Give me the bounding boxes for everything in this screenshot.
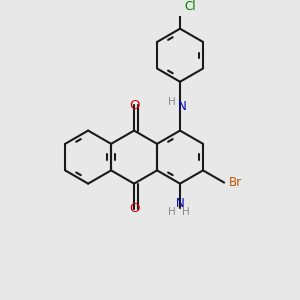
Text: O: O: [129, 202, 139, 215]
Text: Cl: Cl: [184, 0, 196, 13]
Text: H: H: [182, 208, 190, 218]
Text: O: O: [129, 99, 139, 112]
Text: N: N: [176, 197, 184, 210]
Text: H: H: [168, 208, 176, 218]
Text: N: N: [178, 100, 187, 113]
Text: Br: Br: [229, 176, 242, 189]
Text: H: H: [168, 97, 176, 107]
